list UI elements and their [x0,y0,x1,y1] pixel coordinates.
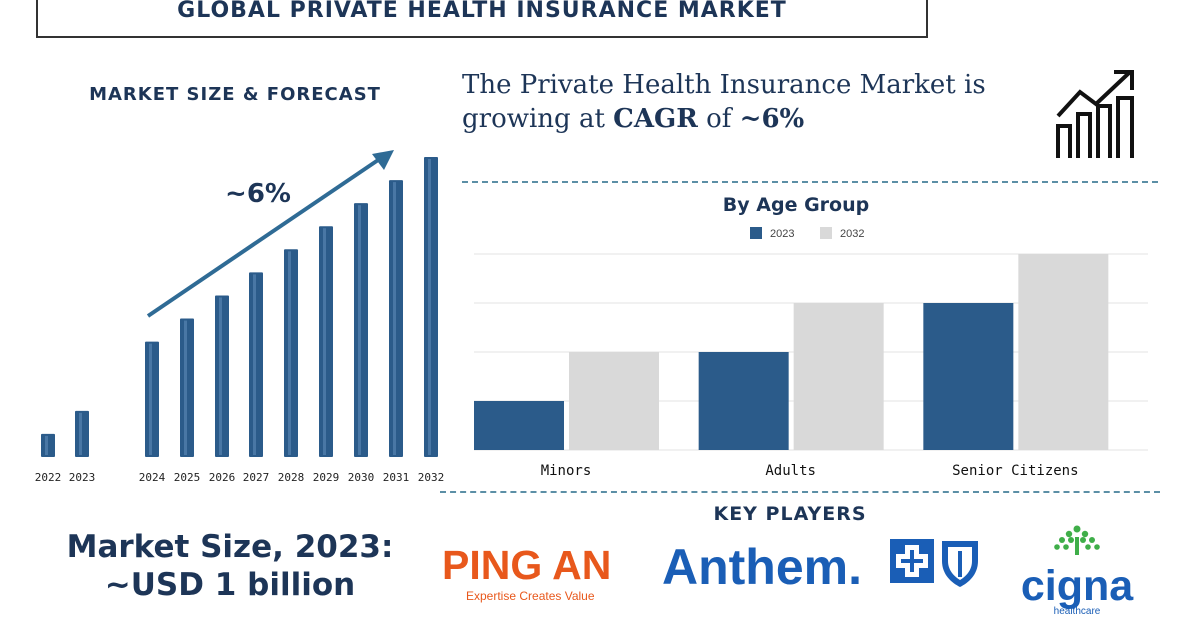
cagr-statement: The Private Health Insurance Market is g… [462,68,1042,136]
legend-swatch [820,227,832,239]
forecast-year-label: 2028 [278,471,305,484]
forecast-bar-highlight [79,412,82,455]
forecast-bar-highlight [219,297,222,455]
anthem-logo-text: Anthem. [662,539,862,595]
age-category-label: Senior Citizens [952,463,1078,479]
legend-label: 2032 [840,228,864,240]
cigna-tree-icon [1054,525,1100,555]
divider-top [462,181,1158,183]
age-category-label: Adults [765,463,816,479]
cigna-logo-text: cigna [1020,562,1134,610]
forecast-year-label: 2031 [383,471,410,484]
forecast-year-label: 2025 [174,471,201,484]
growth-chart-icon [1056,70,1134,158]
forecast-bar-highlight [45,435,48,455]
pingan-logo-text: PING AN [442,542,612,588]
divider-bottom [440,491,1160,493]
forecast-bar-highlight [149,343,152,455]
cigna-logo: cigna healthcare [1012,525,1142,617]
forecast-bar-highlight [393,182,396,456]
legend-label: 2023 [770,228,794,240]
age-bar [474,401,564,450]
growth-rate-label: ~6% [225,179,291,209]
cigna-subtitle: healthcare [1053,606,1101,617]
age-bar [793,303,884,450]
forecast-bar-highlight [358,205,361,455]
forecast-year-label: 2022 [35,471,62,484]
growth-arrow-line [146,154,386,318]
age-bar [1018,254,1109,450]
legend-swatch [750,227,762,239]
forecast-year-label: 2029 [313,471,340,484]
forecast-bar-highlight [288,251,291,455]
age-category-label: Minors [541,463,592,479]
growth-arrow-head [372,150,394,170]
forecast-year-label: 2023 [69,471,96,484]
blue-cross-blue-shield-icon [890,539,978,587]
age-bar [698,352,789,450]
page-title: GLOBAL PRIVATE HEALTH INSURANCE MARKET [177,0,787,23]
forecast-bar-highlight [428,159,431,455]
forecast-year-label: 2024 [139,471,166,484]
forecast-chart: 2022 2023 2024 2025 2026 2027 2028 2029 2030 2031… [35,150,445,484]
cagr-word: CAGR [613,104,698,134]
age-chart-title: By Age Group [723,194,869,216]
age-bar [923,303,1014,450]
forecast-bar-highlight [323,228,326,455]
market-size-label: Market Size, 2023: ~USD 1 billion [40,528,420,604]
forecast-bar-highlight [253,274,256,455]
cagr-text-pre: The Private Health Insurance Market is g… [462,70,986,134]
forecast-year-label: 2032 [418,471,445,484]
market-size-line-2: ~USD 1 billion [104,567,356,603]
market-size-line-1: Market Size, 2023: [66,529,394,565]
forecast-heading: MARKET SIZE & FORECAST [89,84,381,105]
pingan-logo: PING AN Expertise Creates Value [442,543,648,603]
cagr-text-mid: of [697,104,740,134]
cagr-value: ~6% [739,104,805,134]
forecast-year-label: 2026 [209,471,236,484]
age-group-chart: By Age Group 2023 2032 Minors Adults Senior C… [474,194,1148,479]
pingan-tagline: Expertise Creates Value [466,589,595,603]
age-bar [569,352,659,450]
forecast-bar-highlight [184,320,187,455]
title-banner: GLOBAL PRIVATE HEALTH INSURANCE MARKET [36,0,928,38]
forecast-year-label: 2030 [348,471,375,484]
key-players-heading: KEY PLAYERS [713,503,867,525]
forecast-year-label: 2027 [243,471,270,484]
